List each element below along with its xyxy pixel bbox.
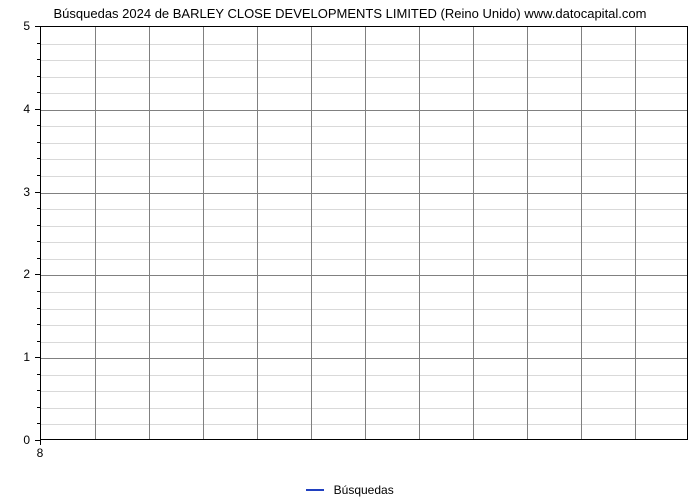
ytick-label: 0 <box>0 433 30 447</box>
ytick-mark <box>35 192 40 193</box>
gridline-h-minor <box>41 242 687 243</box>
gridline-h-minor <box>41 159 687 160</box>
gridline-h-minor <box>41 44 687 45</box>
ytick-label: 4 <box>0 102 30 116</box>
ytick-mark-minor <box>37 291 40 292</box>
gridline-h-minor <box>41 375 687 376</box>
ytick-mark-minor <box>37 208 40 209</box>
xtick-label: 8 <box>37 446 44 460</box>
gridline-v <box>311 27 312 439</box>
gridline-h-major <box>41 110 687 111</box>
ytick-mark-minor <box>37 407 40 408</box>
ytick-mark-minor <box>37 341 40 342</box>
ytick-mark-minor <box>37 43 40 44</box>
legend: Búsquedas <box>0 482 700 497</box>
gridline-v <box>95 27 96 439</box>
ytick-label: 3 <box>0 185 30 199</box>
gridline-h-minor <box>41 325 687 326</box>
gridline-h-minor <box>41 259 687 260</box>
gridline-v <box>365 27 366 439</box>
xtick-mark <box>40 440 41 445</box>
gridline-h-minor <box>41 126 687 127</box>
gridline-v <box>635 27 636 439</box>
gridline-v <box>257 27 258 439</box>
ytick-mark-minor <box>37 423 40 424</box>
ytick-mark-minor <box>37 158 40 159</box>
ytick-mark <box>35 109 40 110</box>
gridline-h-minor <box>41 176 687 177</box>
ytick-label: 2 <box>0 267 30 281</box>
ytick-label: 5 <box>0 19 30 33</box>
ytick-mark-minor <box>37 59 40 60</box>
ytick-mark-minor <box>37 125 40 126</box>
gridline-h-minor <box>41 424 687 425</box>
chart-title: Búsquedas 2024 de BARLEY CLOSE DEVELOPME… <box>0 6 700 21</box>
gridline-h-major <box>41 275 687 276</box>
gridline-v <box>149 27 150 439</box>
legend-swatch <box>306 489 324 491</box>
ytick-mark-minor <box>37 308 40 309</box>
ytick-mark <box>35 26 40 27</box>
ytick-mark-minor <box>37 76 40 77</box>
ytick-mark-minor <box>37 175 40 176</box>
gridline-h-minor <box>41 93 687 94</box>
gridline-h-minor <box>41 60 687 61</box>
gridline-h-minor <box>41 77 687 78</box>
gridline-h-minor <box>41 408 687 409</box>
gridline-h-minor <box>41 391 687 392</box>
chart-container: Búsquedas 2024 de BARLEY CLOSE DEVELOPME… <box>0 0 700 500</box>
gridline-v <box>527 27 528 439</box>
gridline-v <box>203 27 204 439</box>
gridline-h-major <box>41 358 687 359</box>
gridline-h-minor <box>41 292 687 293</box>
gridline-h-minor <box>41 143 687 144</box>
ytick-mark-minor <box>37 92 40 93</box>
ytick-mark <box>35 274 40 275</box>
gridline-h-minor <box>41 309 687 310</box>
ytick-mark-minor <box>37 225 40 226</box>
plot-area <box>40 26 688 440</box>
ytick-mark-minor <box>37 241 40 242</box>
ytick-mark-minor <box>37 142 40 143</box>
gridline-h-minor <box>41 226 687 227</box>
gridline-h-minor <box>41 209 687 210</box>
ytick-mark <box>35 357 40 358</box>
gridline-v <box>473 27 474 439</box>
gridline-v <box>581 27 582 439</box>
legend-label: Búsquedas <box>334 483 394 497</box>
gridline-v <box>419 27 420 439</box>
ytick-mark-minor <box>37 374 40 375</box>
ytick-mark-minor <box>37 258 40 259</box>
ytick-mark-minor <box>37 324 40 325</box>
ytick-mark-minor <box>37 390 40 391</box>
ytick-label: 1 <box>0 350 30 364</box>
gridline-h-major <box>41 193 687 194</box>
gridline-h-minor <box>41 342 687 343</box>
